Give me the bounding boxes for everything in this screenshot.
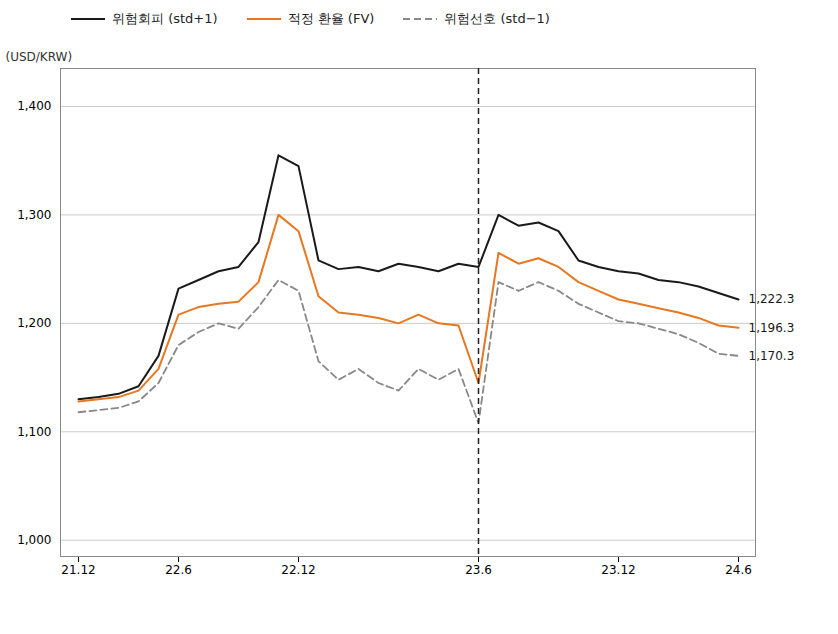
svg-text:(USD/KRW): (USD/KRW): [6, 50, 73, 64]
svg-text:21.12: 21.12: [61, 563, 95, 577]
svg-text:1,222.3: 1,222.3: [749, 292, 795, 306]
svg-text:22.6: 22.6: [165, 563, 192, 577]
html-text:위험선호 (std−1): 위험선호 (std−1): [444, 11, 550, 26]
svg-text:23.6: 23.6: [465, 563, 492, 577]
svg-text:1,170.3: 1,170.3: [749, 349, 795, 363]
svg-text:23.12: 23.12: [601, 563, 635, 577]
svg-text:22.12: 22.12: [281, 563, 315, 577]
html-text:적정 환율 (FV): 적정 환율 (FV): [287, 11, 375, 26]
svg-text:1,200: 1,200: [17, 316, 51, 330]
html-text:위험회피 (std+1): 위험회피 (std+1): [112, 11, 218, 26]
svg-text:1,300: 1,300: [17, 208, 51, 222]
svg-text:1,100: 1,100: [17, 425, 51, 439]
svg-text:1,400: 1,400: [17, 99, 51, 113]
svg-text:1,000: 1,000: [17, 533, 51, 547]
svg-text:1,196.3: 1,196.3: [749, 321, 795, 335]
svg-text:24.6: 24.6: [725, 563, 752, 577]
